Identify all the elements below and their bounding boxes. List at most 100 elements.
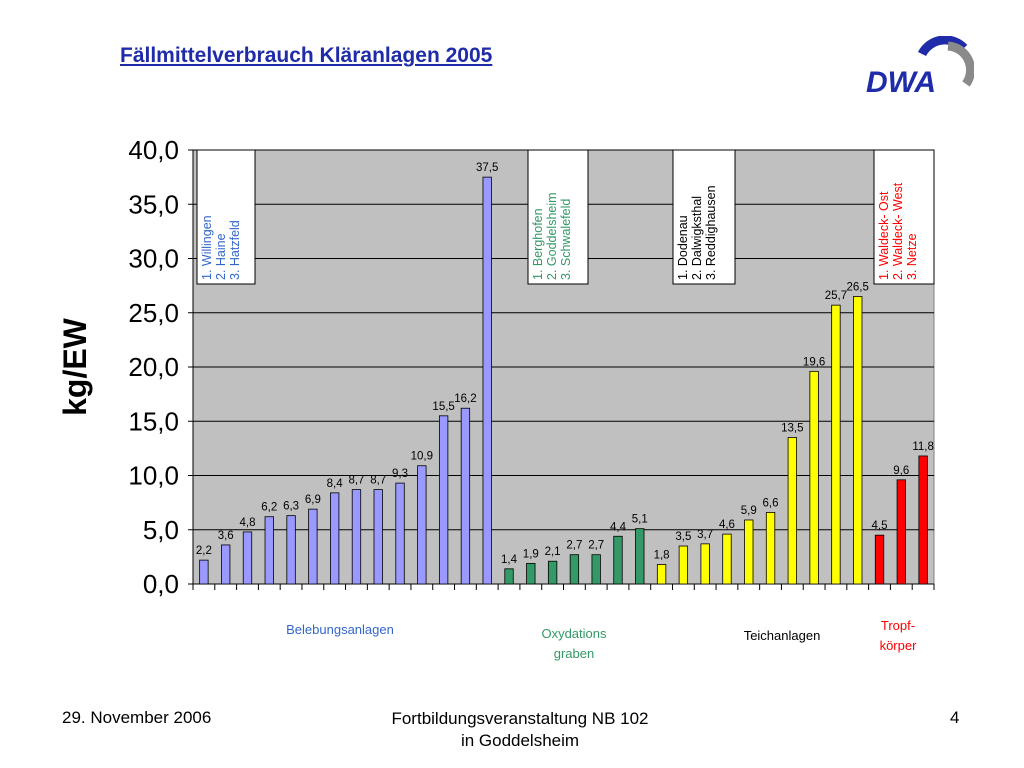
y-tick-label: 5,0 — [143, 515, 179, 545]
bar — [874, 534, 885, 585]
y-tick-label: 15,0 — [128, 406, 179, 436]
data-label: 26,5 — [847, 281, 869, 293]
group-legend-entry: 1. Willingen — [200, 215, 214, 280]
y-axis-title: kg/EW — [57, 317, 93, 416]
y-tick-label: 30,0 — [128, 244, 179, 274]
data-label: 2,2 — [196, 545, 212, 557]
group-legend-box — [873, 149, 935, 285]
group-legend-entry: 1. Waldeck- Ost — [877, 191, 891, 280]
bar — [308, 508, 318, 585]
data-label: 8,7 — [370, 475, 386, 487]
data-label: 2,7 — [566, 540, 582, 552]
y-tick-label: 10,0 — [128, 461, 179, 491]
bar — [395, 482, 405, 585]
data-label: 3,5 — [675, 531, 691, 543]
bar — [678, 545, 689, 585]
data-label: 1,4 — [501, 554, 518, 566]
y-tick-label: 0,0 — [143, 569, 179, 599]
bar — [918, 455, 928, 585]
group-legend-entry: 3. Hatzfeld — [228, 220, 242, 280]
bar — [896, 479, 906, 585]
bar — [591, 554, 601, 585]
bar — [700, 543, 710, 585]
group-name: Oxydations — [541, 626, 607, 641]
bar — [460, 407, 471, 585]
data-label: 25,7 — [825, 290, 847, 302]
logo-arc-grey — [947, 41, 974, 87]
group-name: graben — [554, 646, 594, 661]
data-label: 16,2 — [454, 393, 476, 405]
data-label: 13,5 — [781, 423, 803, 435]
data-label: 5,1 — [632, 514, 648, 526]
footer-page-number: 4 — [950, 708, 960, 727]
bar — [744, 519, 754, 585]
data-label: 3,6 — [218, 530, 234, 542]
bar — [569, 554, 580, 585]
data-label: 2,1 — [545, 546, 561, 558]
y-tick-label: 40,0 — [128, 135, 179, 165]
y-tick-label: 25,0 — [128, 298, 179, 328]
group-name: Teichanlagen — [744, 628, 821, 643]
bar — [504, 568, 514, 585]
data-label: 11,8 — [912, 441, 934, 453]
group-legend-entry: 1. Berghofen — [531, 208, 545, 280]
data-label: 9,6 — [893, 465, 909, 477]
bar — [351, 489, 362, 585]
bar — [656, 564, 667, 585]
bar — [199, 559, 209, 585]
data-label: 4,8 — [239, 517, 255, 529]
bar — [853, 296, 863, 585]
bar — [373, 489, 383, 585]
bar — [221, 544, 231, 585]
group-legend-entry: 3. Netze — [905, 233, 919, 280]
data-label: 5,9 — [741, 505, 757, 517]
footer-event-line2: in Goddelsheim — [460, 731, 580, 750]
data-label: 9,3 — [392, 468, 408, 480]
data-label: 6,2 — [261, 502, 277, 514]
group-name: körper — [880, 638, 918, 653]
data-label: 19,6 — [803, 356, 825, 368]
slide-title: Fällmittelverbrauch Kläranlagen 2005 — [120, 44, 493, 67]
data-label: 4,4 — [610, 521, 627, 533]
logo-text: DWA — [866, 66, 936, 98]
data-label: 10,9 — [411, 451, 433, 463]
bar — [613, 535, 623, 585]
footer-date: 29. November 2006 — [62, 708, 212, 727]
group-legend-entry: 2. Haine — [214, 233, 228, 280]
group-legend-box — [672, 149, 736, 285]
bar — [264, 516, 274, 585]
data-label: 8,4 — [327, 478, 344, 490]
group-legend-entry: 2. Goddelsheim — [545, 192, 559, 280]
bar — [722, 533, 732, 585]
bar — [765, 511, 776, 585]
logo-arc-blue — [917, 36, 968, 57]
data-label: 4,6 — [719, 519, 735, 531]
bar — [831, 304, 841, 585]
footer-event-line1: Fortbildungsveranstaltung NB 102 — [391, 709, 649, 728]
bar — [482, 176, 492, 585]
bar — [417, 465, 427, 585]
bar — [809, 370, 819, 585]
data-label: 6,3 — [283, 501, 299, 513]
data-label: 15,5 — [432, 401, 454, 413]
bar — [635, 528, 645, 585]
data-label: 6,9 — [305, 494, 321, 506]
footer-event: Fortbildungsveranstaltung NB 102 in Godd… — [330, 708, 710, 752]
data-label: 37,5 — [476, 162, 498, 174]
data-label: 6,6 — [763, 497, 779, 509]
bar — [242, 531, 253, 585]
group-legend-box — [196, 149, 256, 285]
group-legend-box — [527, 149, 589, 285]
data-label: 8,7 — [348, 475, 364, 487]
group-legend-entry: 2. Waldeck- West — [891, 182, 905, 280]
data-label: 1,8 — [654, 549, 670, 561]
group-legend-entry: 3. Reddighausen — [704, 185, 718, 280]
bar — [438, 415, 449, 585]
group-legend-entry: 1. Dodenau — [676, 215, 690, 280]
bar — [330, 492, 340, 585]
dwa-logo: DWA — [866, 36, 974, 98]
group-name: Belebungsanlagen — [286, 622, 394, 637]
group-legend-entry: 2. Dalwigksthal — [690, 196, 704, 280]
y-tick-label: 20,0 — [128, 352, 179, 382]
data-label: 1,9 — [523, 548, 539, 560]
